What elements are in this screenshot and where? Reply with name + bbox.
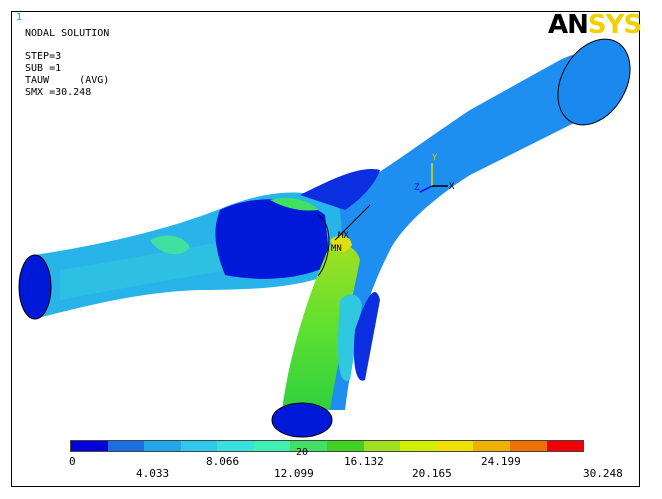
legend-color-band-12 <box>509 441 547 451</box>
max-marker: MX <box>338 231 349 241</box>
result-item-label: TAUW (AVG) <box>25 75 110 86</box>
step-label: STEP=3 <box>25 51 62 62</box>
legend-label-20165: 20.165 <box>412 467 452 480</box>
svg-text:X: X <box>449 182 455 192</box>
legend-label-24199: 24.199 <box>481 455 521 468</box>
window-number: 1 <box>16 12 23 23</box>
legend-color-band-3 <box>180 441 218 451</box>
legend-label-0: 0 <box>69 455 76 468</box>
legend-color-band-8 <box>363 441 401 451</box>
legend-color-band-6 <box>290 441 328 451</box>
legend-color-band-1 <box>107 441 145 451</box>
plot-title: NODAL SOLUTION <box>25 28 110 39</box>
legend-color-band-0 <box>71 441 108 451</box>
low-shear-region <box>300 169 380 210</box>
legend-partial-label: 20 <box>296 447 309 458</box>
legend-color-band-10 <box>436 441 474 451</box>
legend-color-band-13 <box>546 441 584 451</box>
min-marker: MN <box>331 244 342 254</box>
legend-label-12099: 12.099 <box>274 467 314 480</box>
legend-color-band-9 <box>400 441 437 451</box>
legend-color-band-11 <box>473 441 510 451</box>
legend-label-8066: 8.066 <box>206 455 240 468</box>
smx-label: SMX =30.248 <box>25 87 92 98</box>
svg-text:Z: Z <box>414 183 420 193</box>
lower-branch <box>271 243 380 438</box>
legend-color-band-4 <box>217 441 254 451</box>
legend-label-4033: 4.033 <box>136 467 170 480</box>
legend-label-16132: 16.132 <box>344 455 384 468</box>
legend-color-band-7 <box>327 441 364 451</box>
legend-color-band-5 <box>253 441 291 451</box>
legend-label-30248: 30.248 <box>583 467 623 480</box>
legend-color-band-2 <box>144 441 181 451</box>
axis-triad: Y X Z <box>414 153 455 193</box>
svg-text:Y: Y <box>432 153 438 163</box>
contour-legend-bar <box>70 440 584 452</box>
left-vessel <box>18 192 345 320</box>
sub-label: SUB =1 <box>25 63 62 74</box>
ansys-logo: ANSYS <box>548 10 642 40</box>
